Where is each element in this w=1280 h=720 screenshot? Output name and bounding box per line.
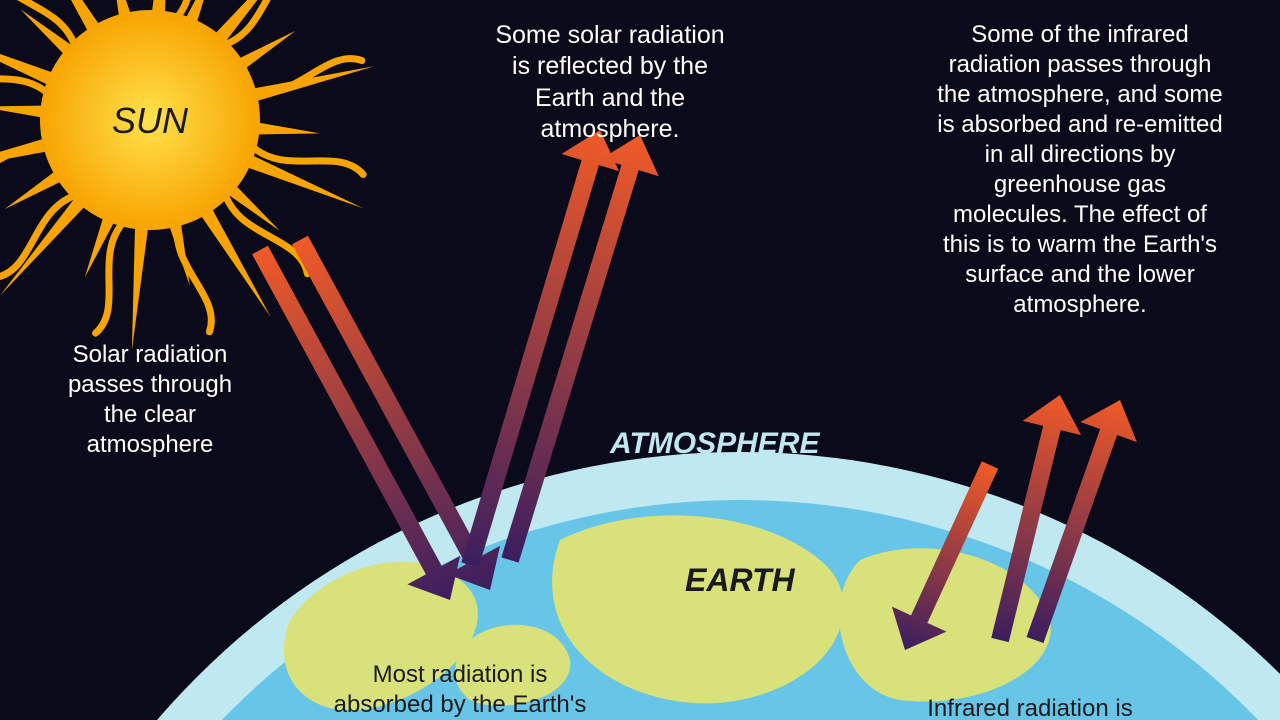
atmosphere-label: ATMOSPHERE xyxy=(610,425,819,463)
diagram-stage: SUN ATMOSPHERE EARTH Solar radiation passes… xyxy=(0,0,1280,720)
sun-label: SUN xyxy=(95,98,205,143)
caption-infrared: Infrared radiation is xyxy=(880,694,1180,720)
caption-incoming: Solar radiation passes through the clear… xyxy=(20,340,280,460)
caption-reflected: Some solar radiation is reflected by the… xyxy=(440,20,780,145)
caption-absorbed: Most radiation is absorbed by the Earth'… xyxy=(280,660,640,720)
earth-label: EARTH xyxy=(685,560,795,600)
caption-reemitted: Some of the infrared radiation passes th… xyxy=(900,20,1260,320)
